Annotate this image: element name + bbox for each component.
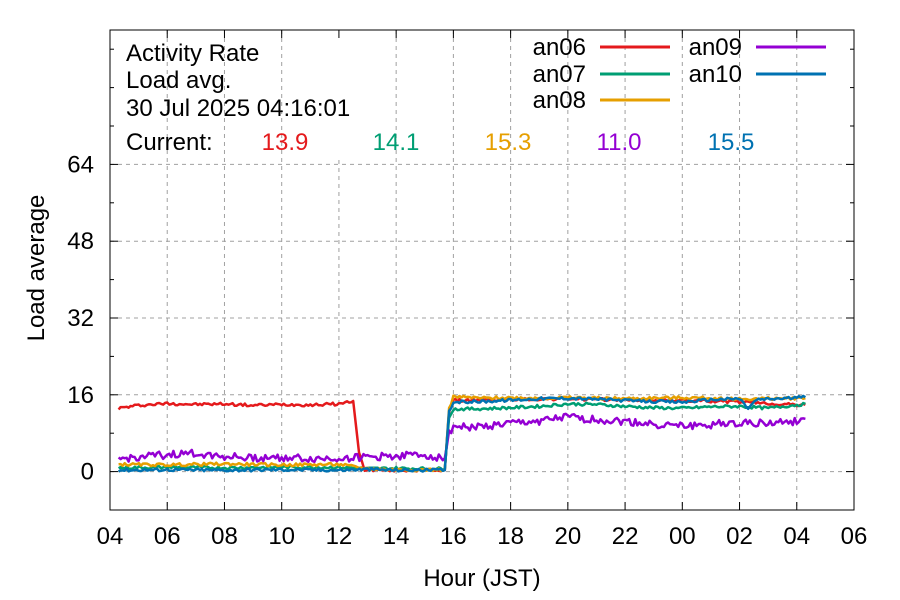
legend-label-an10: an10 bbox=[689, 61, 742, 88]
series-line-an08 bbox=[118, 394, 806, 473]
x-tick-label: 10 bbox=[268, 523, 295, 550]
y-tick-label: 0 bbox=[81, 459, 94, 486]
legend-label-an06: an06 bbox=[533, 34, 586, 61]
series-line-an09 bbox=[117, 412, 806, 464]
axis-ticks bbox=[109, 30, 855, 511]
x-tick-label: 04 bbox=[783, 523, 810, 550]
x-tick-label: 18 bbox=[497, 523, 524, 550]
x-tick-label: 04 bbox=[97, 523, 124, 550]
y-tick-label: 16 bbox=[67, 382, 94, 409]
current-values: 13.9 14.1 15.3 11.0 15.5 bbox=[262, 129, 755, 156]
x-tick-label: 14 bbox=[383, 523, 410, 550]
x-tick-label: 06 bbox=[841, 523, 868, 550]
x-tick-label: 22 bbox=[612, 523, 639, 550]
current-value-an10: 15.5 bbox=[708, 129, 755, 156]
x-tick-label: 20 bbox=[554, 523, 581, 550]
legend-label-an08: an08 bbox=[533, 87, 586, 114]
x-tick-label: 06 bbox=[154, 523, 181, 550]
series-line-an10 bbox=[117, 394, 807, 473]
chart-title-line-3: 30 Jul 2025 04:16:01 bbox=[126, 95, 350, 122]
current-value-an09: 11.0 bbox=[597, 129, 642, 156]
current-value-an06: 13.9 bbox=[262, 129, 309, 156]
x-tick-label: 00 bbox=[669, 523, 696, 550]
x-tick-label: 02 bbox=[726, 523, 753, 550]
plot-frame bbox=[109, 29, 855, 511]
axis-tick-labels: 04 06 08 10 12 14 16 18 20 22 00 02 04 06 0 16 32 48 64 bbox=[67, 151, 867, 550]
current-value-an08: 15.3 bbox=[485, 129, 532, 156]
series-lines bbox=[117, 394, 807, 473]
y-tick-label: 32 bbox=[67, 305, 94, 332]
x-tick-label: 08 bbox=[211, 523, 238, 550]
legend-label-an07: an07 bbox=[533, 61, 586, 88]
y-tick-label: 64 bbox=[67, 151, 94, 178]
legend-label-an09: an09 bbox=[689, 34, 742, 61]
x-tick-label: 12 bbox=[326, 523, 353, 550]
chart-title-block: Activity Rate Load avg. 30 Jul 2025 04:1… bbox=[126, 40, 350, 156]
chart-title-line-2: Load avg. bbox=[126, 67, 231, 94]
chart-title-line-1: Activity Rate bbox=[126, 40, 259, 67]
current-value-an07: 14.1 bbox=[373, 129, 420, 156]
y-axis-label: Load average bbox=[23, 195, 50, 342]
y-tick-label: 48 bbox=[67, 228, 94, 255]
x-axis-label: Hour (JST) bbox=[423, 565, 540, 592]
current-label: Current: bbox=[126, 129, 213, 156]
x-tick-label: 16 bbox=[440, 523, 467, 550]
series-line-an07 bbox=[117, 401, 806, 472]
